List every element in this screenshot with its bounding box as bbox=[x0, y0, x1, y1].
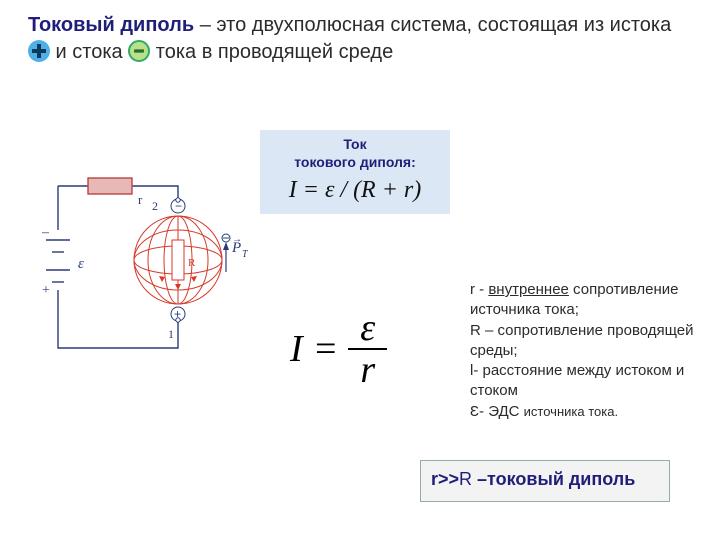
minus-icon bbox=[128, 40, 150, 62]
frac-lhs: I bbox=[290, 327, 303, 371]
svg-text:–: – bbox=[41, 225, 50, 240]
plus-icon bbox=[28, 40, 50, 62]
frac-body: ε r bbox=[348, 310, 387, 388]
def-l: l- расстояние между истоком и стоком bbox=[470, 361, 700, 402]
def-eps-small: источника тока. bbox=[524, 404, 618, 419]
condition-box: r>>R –токовый диполь bbox=[420, 460, 670, 502]
cond-prefix: r>> bbox=[431, 469, 459, 489]
def-r-label: r - bbox=[470, 281, 488, 298]
circuit-diagram: – + ε r R − + 2 1 P → T bbox=[28, 160, 258, 380]
formula-expression: I = ε / (R + r) bbox=[264, 177, 446, 204]
cond-R: R bbox=[459, 469, 477, 489]
label-eps: ε bbox=[78, 256, 84, 272]
def-eps-head: Ɛ- ЭДС bbox=[470, 403, 524, 420]
formula-title-2: токового диполя: bbox=[264, 154, 446, 172]
heading: Токовый диполь – это двухполюсная систем… bbox=[28, 12, 692, 66]
formula-title-1: Ток bbox=[264, 136, 446, 154]
heading-part3: тока в проводящей среде bbox=[150, 41, 393, 63]
svg-text:+: + bbox=[42, 283, 50, 298]
fraction-formula: I = ε r bbox=[290, 310, 387, 388]
def-R: R – сопротивление проводящей среды; bbox=[470, 321, 700, 362]
def-eps: Ɛ- ЭДС источника тока. bbox=[470, 402, 700, 422]
svg-text:→: → bbox=[232, 234, 242, 245]
definitions: r - внутреннее сопротивление источника т… bbox=[470, 280, 700, 422]
heading-part1: – это двухполюсная система, состоящая из… bbox=[194, 14, 671, 36]
label-r: r bbox=[138, 192, 143, 207]
frac-eq: = bbox=[313, 327, 339, 371]
label-R: R bbox=[188, 257, 196, 269]
def-r: r - внутреннее сопротивление источника т… bbox=[470, 280, 700, 321]
heading-term: Токовый диполь bbox=[28, 14, 194, 36]
cond-tail: –токовый диполь bbox=[477, 469, 635, 489]
formula-box: Ток токового диполя: I = ε / (R + r) bbox=[260, 130, 450, 214]
svg-text:T: T bbox=[242, 249, 249, 260]
def-r-underlined: внутреннее bbox=[488, 281, 569, 298]
label-node-1: 1 bbox=[168, 327, 174, 341]
label-node-2: 2 bbox=[152, 199, 158, 213]
heading-part2: и стока bbox=[50, 41, 128, 63]
frac-den: r bbox=[348, 348, 387, 388]
frac-num: ε bbox=[354, 310, 381, 348]
